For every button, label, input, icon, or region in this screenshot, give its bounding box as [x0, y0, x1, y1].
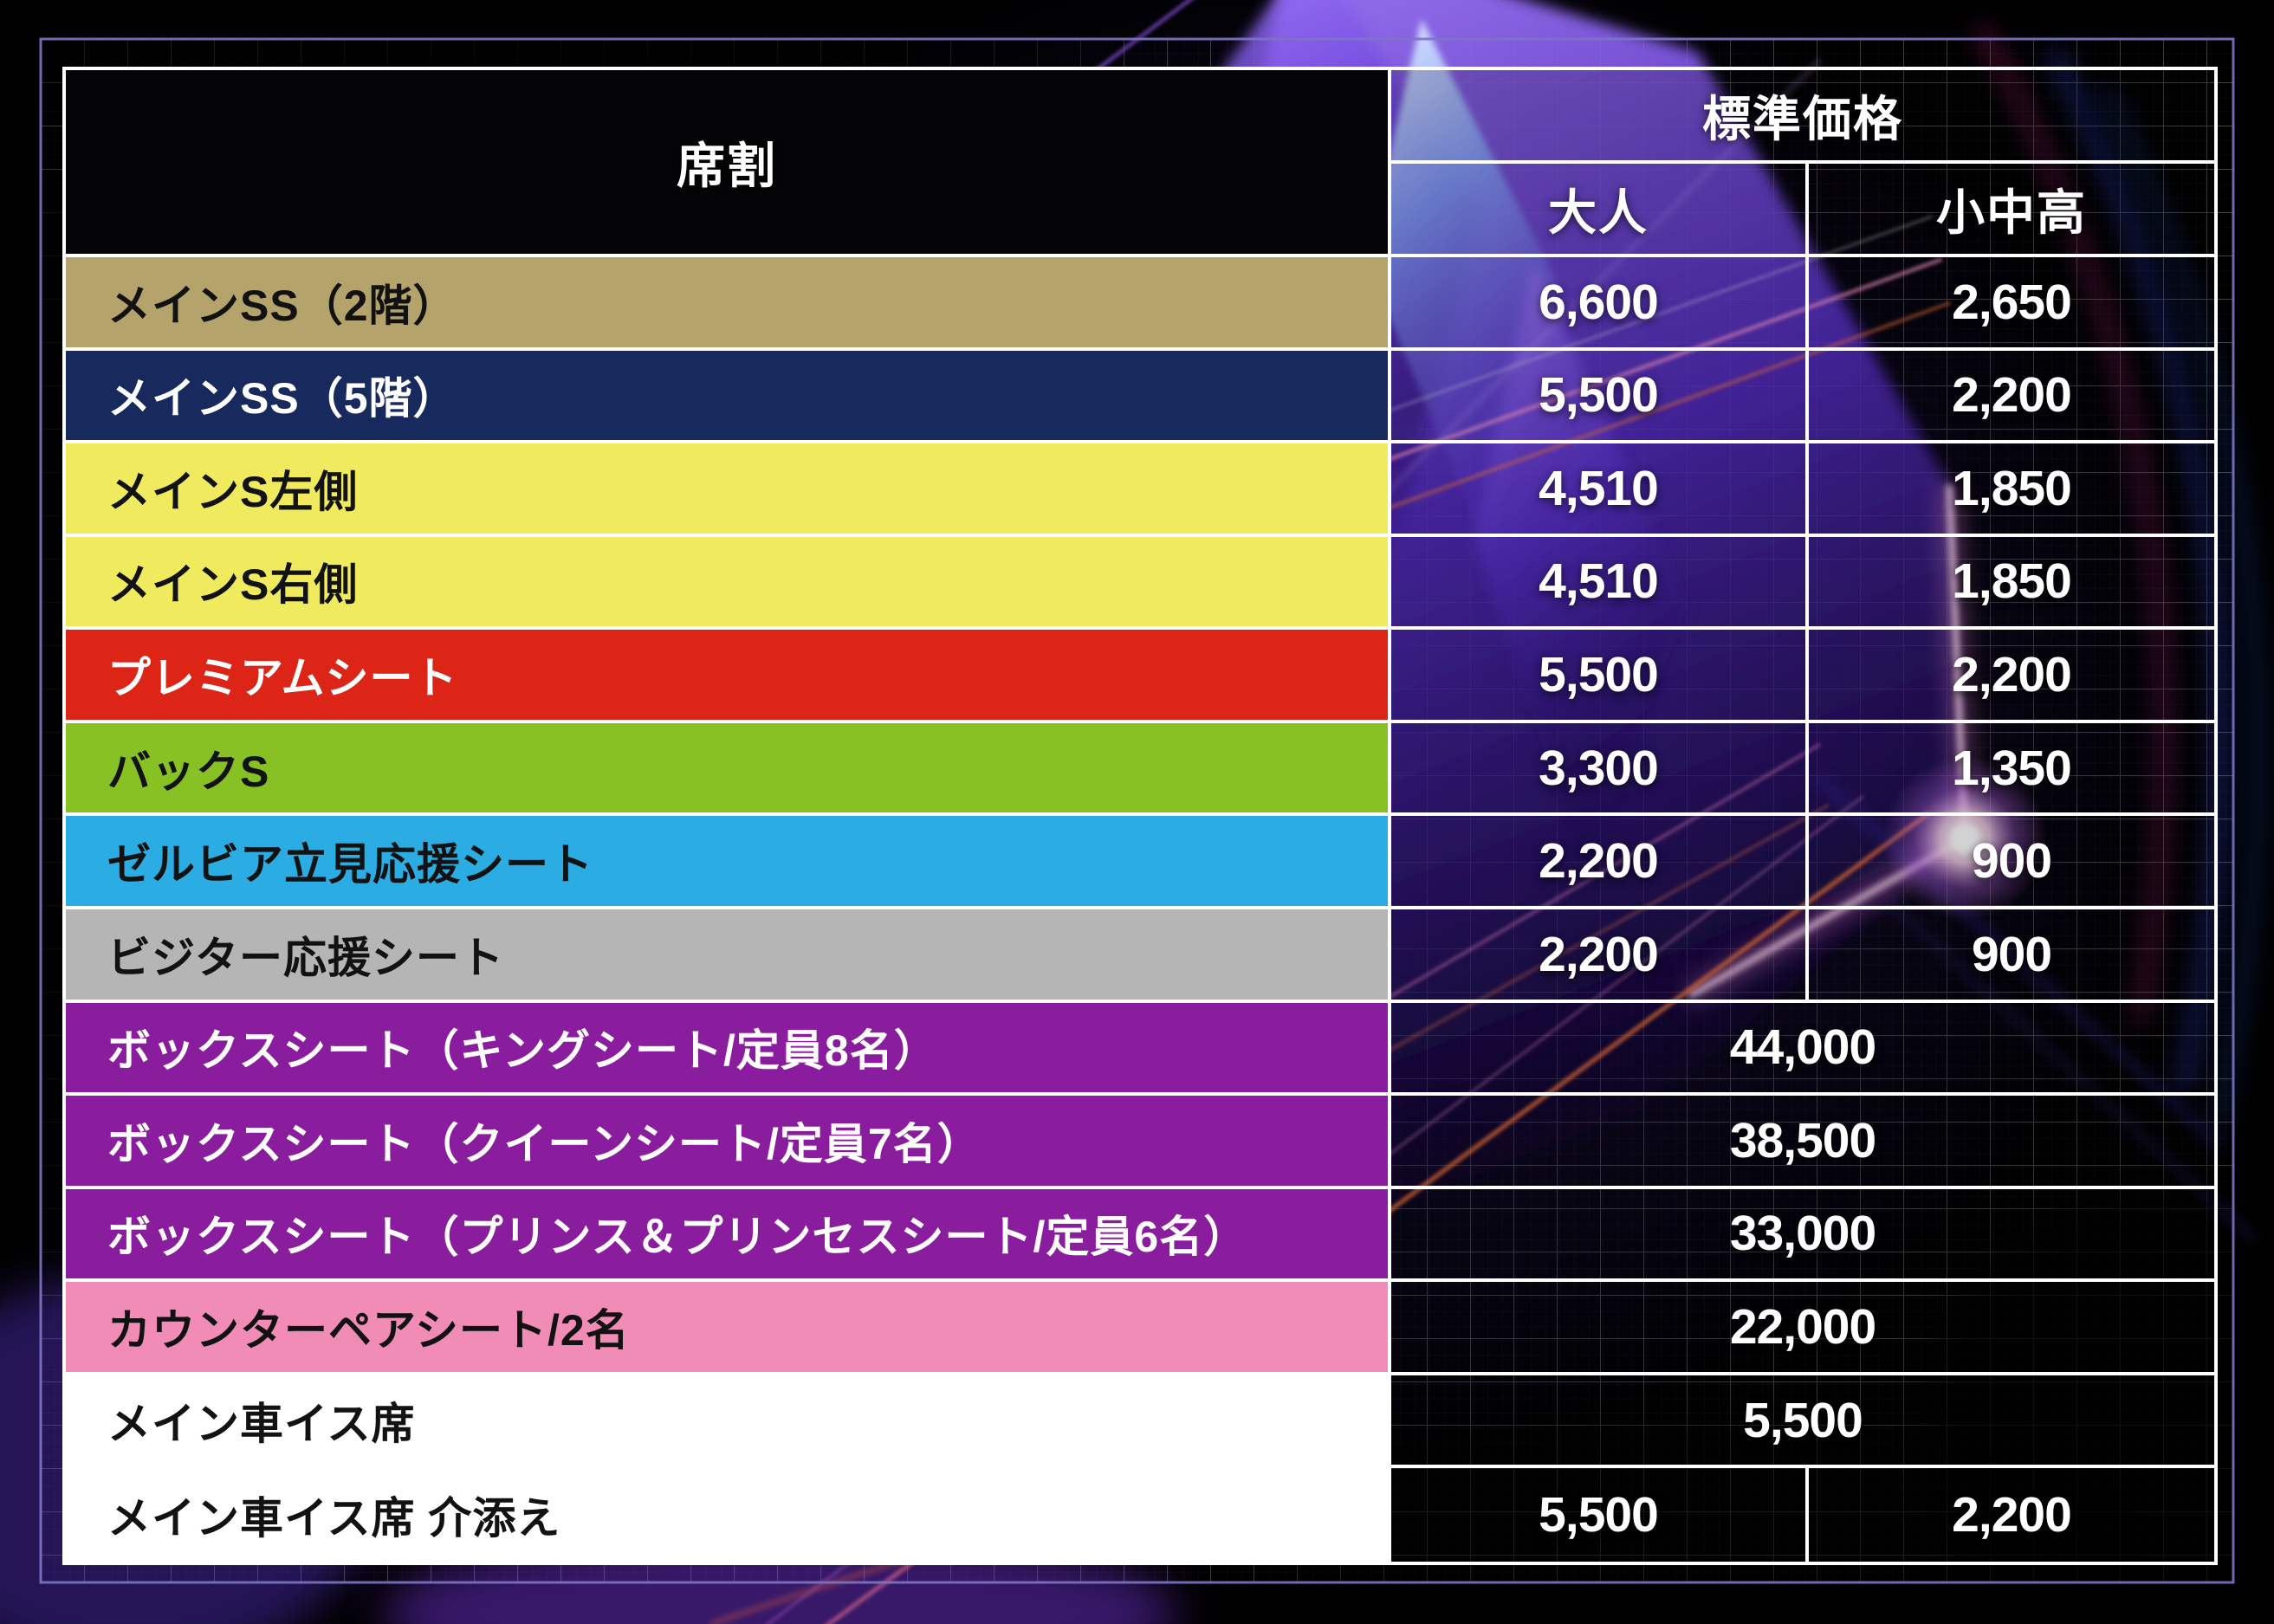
price-merged: 44,000 — [1391, 1002, 2214, 1097]
header-seat-allocation: 席割 — [66, 70, 1391, 257]
seat-row-label: ビジター応援シート — [66, 909, 1391, 1003]
seat-row-label: ボックスシート（キングシート/定員8名） — [66, 1002, 1391, 1097]
header-standard-price: 標準価格 — [1391, 70, 2214, 164]
seat-row-label: メインS左側 — [66, 443, 1391, 537]
price-merged: 38,500 — [1391, 1096, 2214, 1189]
price-student: 900 — [1809, 909, 2214, 1003]
seat-row-label: バックS — [66, 722, 1391, 817]
outer-frame — [39, 37, 2235, 1584]
seat-row-label: メイン車イス席 介添え — [66, 1468, 1391, 1562]
price-student: 1,850 — [1809, 443, 2214, 537]
price-student: 2,200 — [1809, 1468, 2214, 1562]
right-edge-arcs — [1973, 23, 2264, 1128]
price-adult: 2,200 — [1391, 909, 1809, 1003]
seat-price-table: 席割 標準価格 大人 小中高 メインSS（2階） 6,600 2,650 メインSS（… — [62, 67, 2218, 1565]
seat-row-label: プレミアムシート — [66, 630, 1391, 723]
seat-row-label: ボックスシート（クイーンシート/定員7名） — [66, 1096, 1391, 1189]
price-adult: 3,300 — [1391, 722, 1809, 817]
price-student: 1,350 — [1809, 722, 2214, 817]
seat-row-label: メインS右側 — [66, 536, 1391, 631]
seat-row-label: ゼルビア立見応援シート — [66, 816, 1391, 909]
seat-row-label: メイン車イス席 — [66, 1375, 1391, 1469]
seat-row-label: メインSS（5階） — [66, 350, 1391, 444]
price-adult: 5,500 — [1391, 630, 1809, 723]
price-merged: 22,000 — [1391, 1282, 2214, 1375]
price-merged: 5,500 — [1391, 1375, 2214, 1469]
price-student: 2,200 — [1809, 350, 2214, 444]
header-adult: 大人 — [1391, 164, 1809, 257]
price-student: 900 — [1809, 816, 2214, 909]
header-student: 小中高 — [1809, 164, 2214, 257]
price-adult: 4,510 — [1391, 536, 1809, 631]
price-adult: 4,510 — [1391, 443, 1809, 537]
price-adult: 6,600 — [1391, 257, 1809, 351]
price-adult: 2,200 — [1391, 816, 1809, 909]
price-merged: 33,000 — [1391, 1188, 2214, 1283]
price-student: 2,650 — [1809, 257, 2214, 351]
price-adult: 5,500 — [1391, 350, 1809, 444]
price-student: 1,850 — [1809, 536, 2214, 631]
seat-row-label: カウンターペアシート/2名 — [66, 1282, 1391, 1375]
seat-row-label: メインSS（2階） — [66, 257, 1391, 351]
seat-row-label: ボックスシート（プリンス＆プリンセスシート/定員6名） — [66, 1188, 1391, 1283]
price-adult: 5,500 — [1391, 1468, 1809, 1562]
price-student: 2,200 — [1809, 630, 2214, 723]
